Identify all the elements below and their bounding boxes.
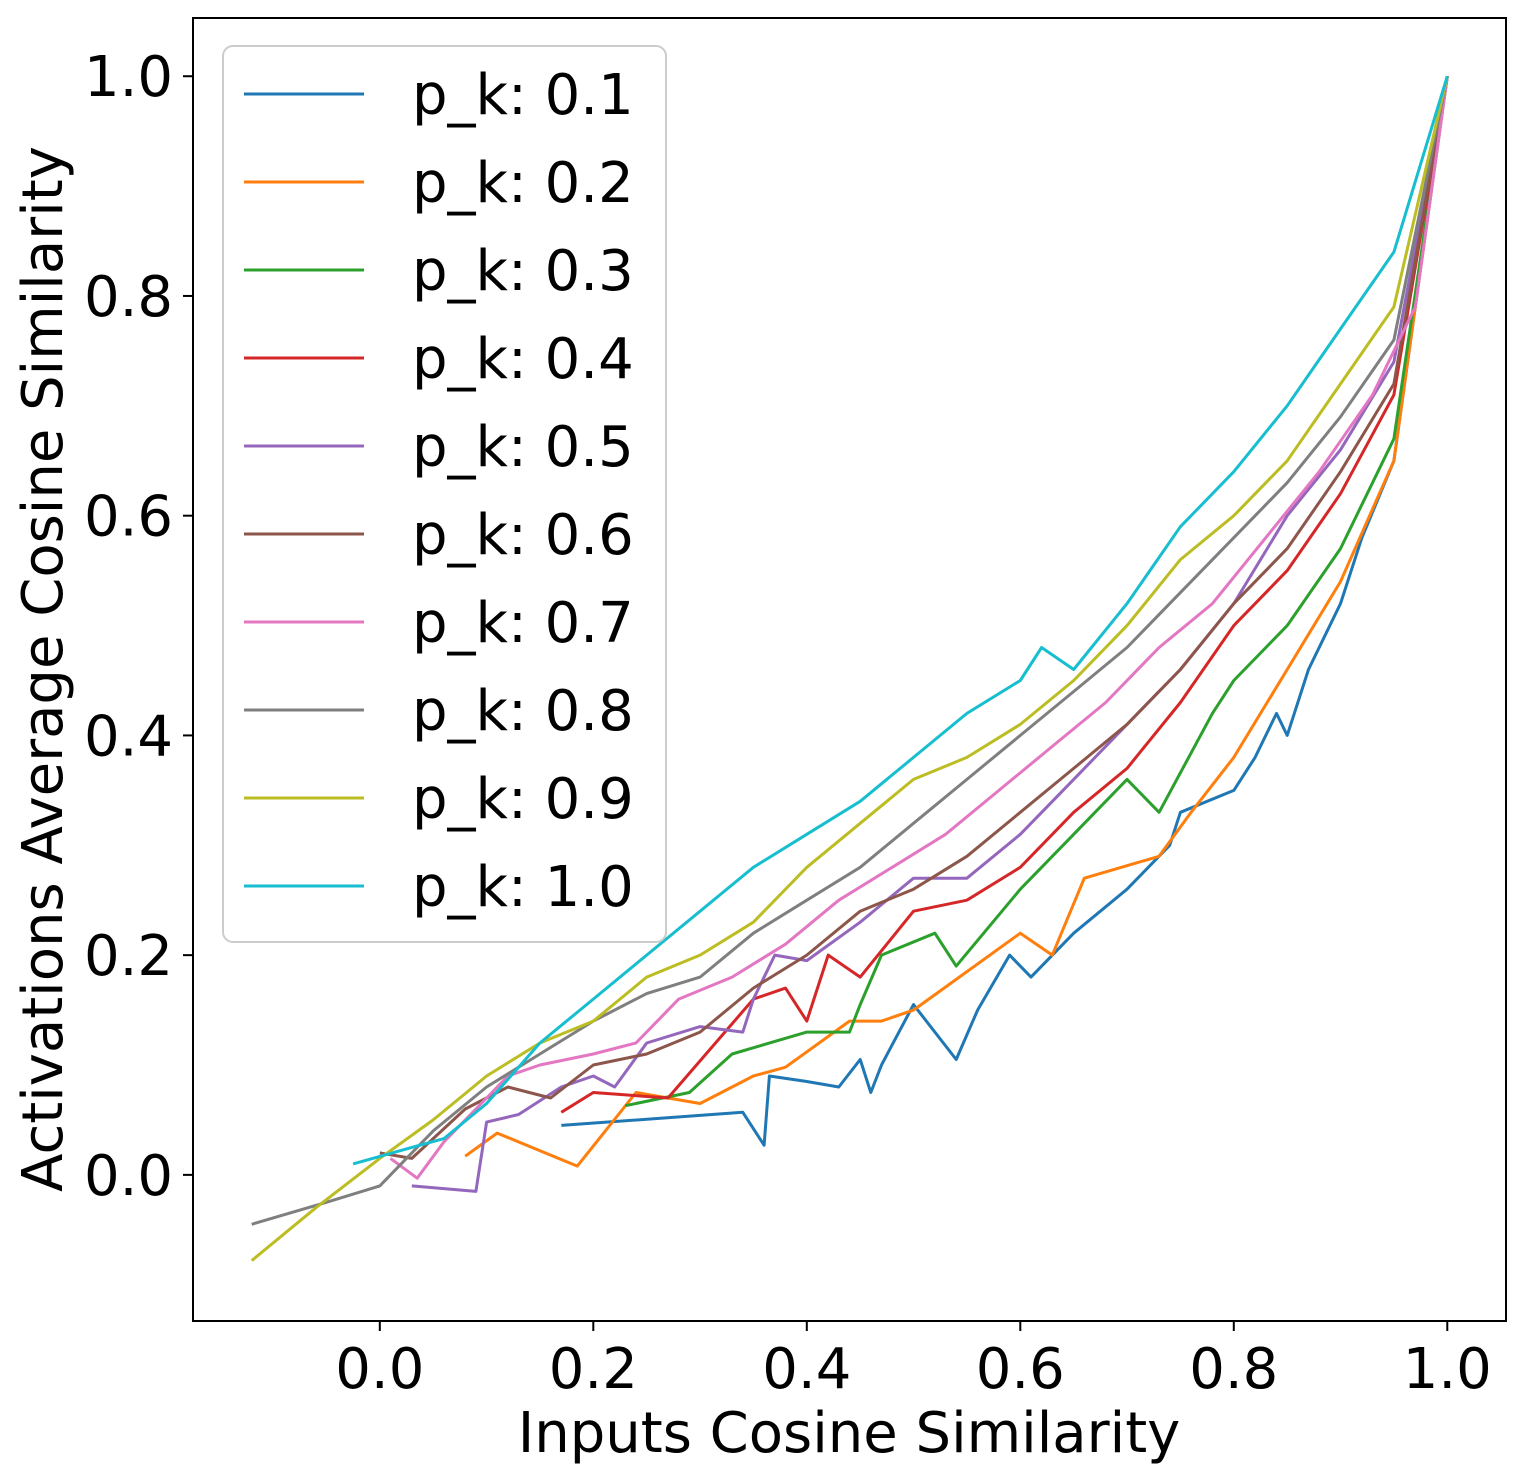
series-line-10: [352, 75, 1449, 1166]
y-tick-label: 0.8: [84, 265, 173, 330]
x-tick-label: 0.6: [976, 1337, 1065, 1402]
y-tick-label: 0.0: [84, 1144, 173, 1209]
series-line-3: [624, 75, 1449, 1108]
y-tick-label: 1.0: [84, 45, 173, 110]
x-tick-label: 0.4: [762, 1337, 851, 1402]
y-tick-label: 0.2: [84, 924, 173, 989]
plot-lines: [250, 75, 1449, 1262]
x-axis-label: Inputs Cosine Similarity: [518, 1401, 1181, 1466]
series-line-7: [389, 75, 1449, 1180]
y-tick-label: 0.4: [84, 704, 173, 769]
legend-label: p_k: 0.6: [412, 503, 634, 568]
legend-label: p_k: 0.3: [412, 239, 634, 304]
x-tick-label: 0.8: [1189, 1337, 1278, 1402]
y-axis: 0.0 0.2 0.4 0.6 0.8 1.0: [84, 45, 193, 1209]
series-line-8: [251, 75, 1449, 1226]
legend-label: p_k: 1.0: [412, 855, 634, 920]
legend-label: p_k: 0.5: [412, 415, 634, 480]
series-line-6: [379, 75, 1449, 1160]
plot-frame: [192, 17, 1507, 1322]
legend-label: p_k: 0.8: [412, 679, 634, 744]
y-axis-label: Activations Average Cosine Similarity: [11, 146, 76, 1192]
legend-label: p_k: 0.4: [412, 327, 634, 392]
legend-label: p_k: 0.7: [412, 591, 634, 656]
x-tick-label: 0.0: [335, 1337, 424, 1402]
legend-label: p_k: 0.2: [412, 151, 634, 216]
legend-label: p_k: 0.9: [412, 767, 634, 832]
legend: p_k: 0.1 p_k: 0.2 p_k: 0.3 p_k: 0.4 p_k: 0.5…: [222, 45, 667, 943]
legend-label: p_k: 0.1: [412, 63, 634, 128]
series-line-9: [250, 75, 1449, 1262]
series-line-2: [464, 75, 1449, 1168]
series-line-1: [561, 75, 1449, 1147]
y-tick-label: 0.6: [84, 485, 173, 550]
x-axis: 0.0 0.2 0.4 0.6 0.8 1.0: [335, 1321, 1492, 1402]
x-tick-label: 1.0: [1403, 1337, 1492, 1402]
x-tick-label: 0.2: [549, 1337, 638, 1402]
